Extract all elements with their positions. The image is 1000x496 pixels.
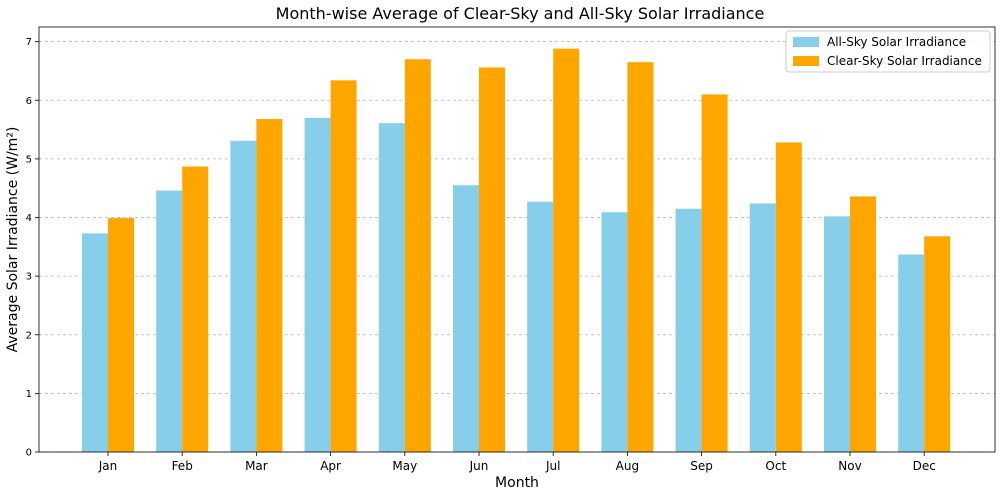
x-tick-label-jan: Jan <box>98 459 118 473</box>
bar-clear-sky-feb <box>182 166 209 452</box>
x-tick-label-jul: Jul <box>545 459 560 473</box>
x-tick-label-aug: Aug <box>616 459 639 473</box>
bars <box>82 48 951 453</box>
legend-swatch-clear-sky <box>793 56 819 66</box>
y-axis-label: Average Solar Irradiance (W/m²) <box>5 127 21 353</box>
y-tick-label: 2 <box>26 330 32 341</box>
bar-all-sky-jun <box>453 185 479 452</box>
bar-clear-sky-jul <box>553 48 580 452</box>
y-axis-ticks: 0 1 2 3 4 5 6 7 <box>26 37 39 459</box>
x-tick-label-apr: Apr <box>320 459 341 473</box>
x-tick-label-mar: Mar <box>245 459 268 473</box>
x-tick-label-sep: Sep <box>690 459 713 473</box>
bar-all-sky-oct <box>749 203 776 452</box>
legend: All-Sky Solar Irradiance Clear-Sky Solar… <box>785 30 991 73</box>
bar-clear-sky-jan <box>108 218 134 452</box>
bar-all-sky-may <box>378 123 405 452</box>
bar-all-sky-dec <box>898 254 925 452</box>
x-tick-label-may: May <box>392 459 417 473</box>
x-tick-label-feb: Feb <box>172 459 193 473</box>
bar-all-sky-mar <box>230 140 257 453</box>
legend-box <box>785 30 991 73</box>
x-tick-label-dec: Dec <box>913 459 936 473</box>
y-tick-label: 7 <box>26 37 32 48</box>
bar-clear-sky-mar <box>256 119 283 452</box>
bar-clear-sky-nov <box>850 196 876 452</box>
bar-all-sky-nov <box>824 216 850 452</box>
y-tick-label: 1 <box>26 389 32 400</box>
legend-label-all-sky: All-Sky Solar Irradiance <box>827 35 966 49</box>
bar-all-sky-jan <box>82 233 108 452</box>
y-tick-label: 5 <box>26 154 32 165</box>
bar-clear-sky-aug <box>627 62 654 452</box>
y-tick-label: 4 <box>26 213 32 224</box>
y-tick-label: 6 <box>26 96 32 107</box>
bar-clear-sky-apr <box>330 80 357 453</box>
bar-all-sky-jul <box>527 201 554 452</box>
x-tick-label-oct: Oct <box>765 459 786 473</box>
x-tick-label-jun: Jun <box>469 459 489 473</box>
bar-clear-sky-may <box>404 59 431 452</box>
bar-clear-sky-jun <box>479 67 505 452</box>
x-axis-label: Month <box>495 475 539 491</box>
bar-all-sky-apr <box>304 117 331 453</box>
plot-frame <box>38 26 996 453</box>
x-tick-label-nov: Nov <box>838 459 861 473</box>
bar-all-sky-sep <box>675 208 702 452</box>
y-tick-label: 0 <box>26 448 32 459</box>
legend-label-clear-sky: Clear-Sky Solar Irradiance <box>827 54 982 68</box>
bar-all-sky-aug <box>601 212 628 452</box>
y-tick-label: 3 <box>26 272 32 283</box>
legend-swatch-all-sky <box>793 37 819 47</box>
x-axis-ticks: Jan Feb Mar Apr May Jun Jul Aug Sep Oct Nov Dec <box>98 452 936 473</box>
chart-title: Month-wise Average of Clear-Sky and All-… <box>276 4 765 23</box>
bar-clear-sky-dec <box>924 236 951 452</box>
bar-clear-sky-sep <box>701 94 728 453</box>
bar-clear-sky-oct <box>775 142 802 452</box>
bar-all-sky-feb <box>156 190 183 452</box>
